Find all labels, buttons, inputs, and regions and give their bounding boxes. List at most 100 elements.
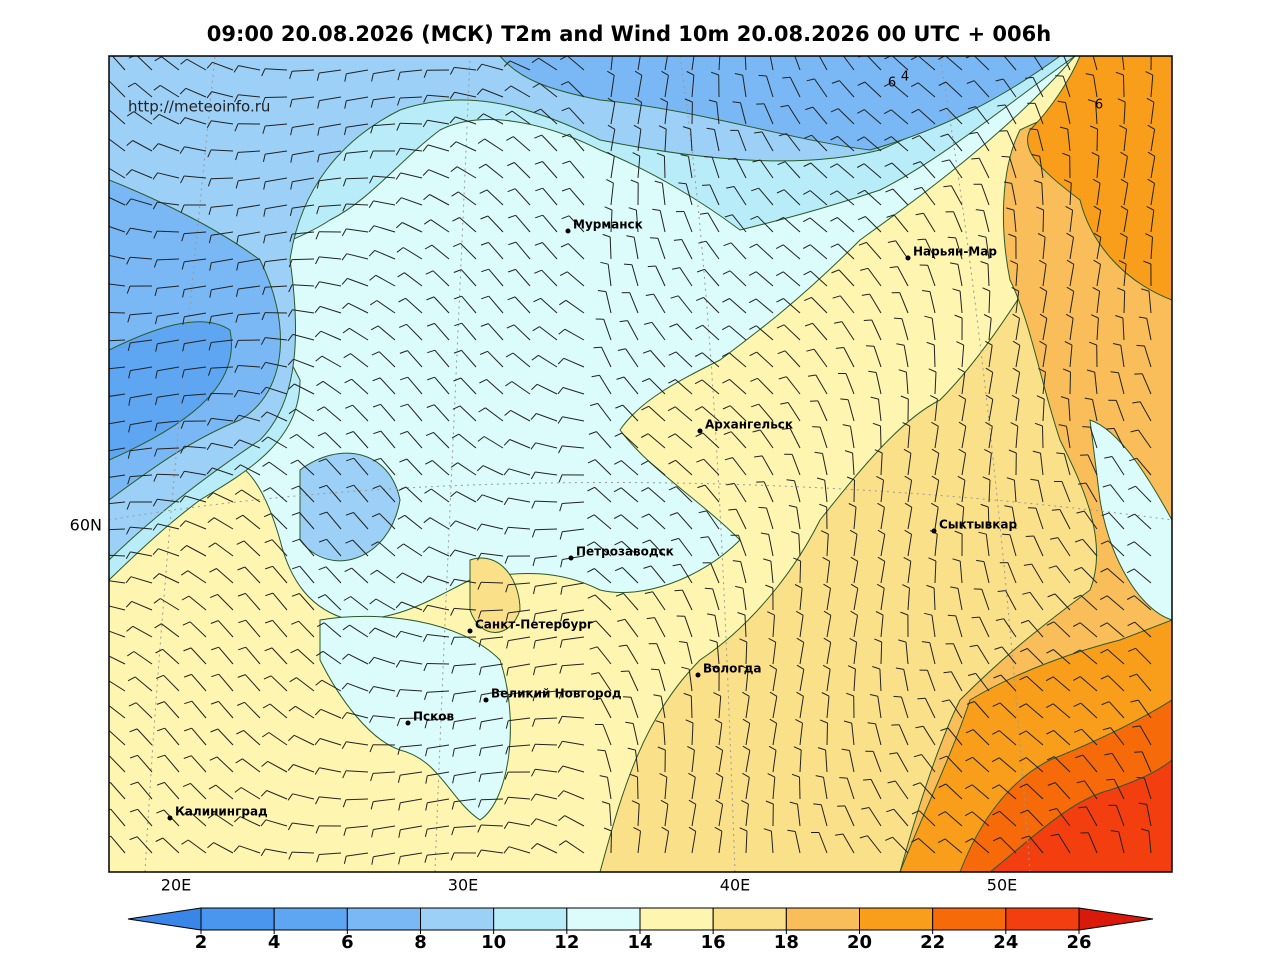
wind-barb xyxy=(955,237,963,260)
wind-barb xyxy=(756,243,774,260)
wind-barb xyxy=(291,284,315,287)
wind-barb xyxy=(625,348,639,368)
barb-flag xyxy=(885,836,893,841)
wind-barb xyxy=(761,455,774,476)
barb-flag xyxy=(791,773,800,778)
labels: 20E 30E 40E 50E60NМурманскНарьян-МарАрханге… xyxy=(70,70,1103,895)
wind-barb xyxy=(347,277,369,287)
wind-barb xyxy=(635,210,639,233)
wind-barb xyxy=(375,598,396,611)
barb-flag xyxy=(900,395,909,400)
barb-flag xyxy=(856,163,865,168)
barb-flag xyxy=(806,78,815,82)
barb-flag xyxy=(153,85,161,91)
colorbar-segment xyxy=(932,907,1007,931)
barb-flag xyxy=(991,784,1000,790)
wind-barb xyxy=(454,663,477,667)
wind-barb xyxy=(1081,567,1098,584)
wind-barb xyxy=(842,833,855,854)
wind-barb xyxy=(319,69,342,74)
barb-flag xyxy=(504,410,512,416)
wind-barb xyxy=(895,240,909,260)
barb-flag xyxy=(99,654,105,659)
barb-flag xyxy=(796,691,804,697)
wind-barb xyxy=(322,380,342,395)
wind-barb xyxy=(271,647,288,665)
barb-flag xyxy=(341,228,347,237)
barb-flag xyxy=(503,846,510,854)
barb-flag xyxy=(1120,205,1128,211)
barb-flag xyxy=(369,274,377,281)
wind-barb xyxy=(109,528,126,531)
wind-barb xyxy=(456,491,477,503)
wind-barb xyxy=(156,447,180,450)
wind-barb xyxy=(562,416,585,422)
wind-barb xyxy=(1007,562,1017,584)
wind-barb xyxy=(946,107,963,125)
barb-flag xyxy=(937,838,946,844)
wind-barb xyxy=(542,214,558,233)
barb-flag xyxy=(1064,341,1073,346)
barb-flag xyxy=(314,306,321,314)
wind-barb xyxy=(1035,507,1044,530)
wind-barb xyxy=(1013,480,1017,503)
barb-flag xyxy=(183,647,192,652)
wind-barb xyxy=(770,561,774,584)
wind-barb xyxy=(238,389,261,395)
barb-flag xyxy=(342,770,347,779)
wind-barb xyxy=(772,615,775,638)
wind-barb xyxy=(664,804,669,827)
barb-flag xyxy=(479,378,487,384)
wind-barb xyxy=(564,328,585,341)
barb-flag xyxy=(449,91,455,100)
barb-flag xyxy=(477,824,482,833)
wind-barb xyxy=(323,406,342,422)
wind-barb xyxy=(907,480,913,503)
barb-flag xyxy=(602,233,611,238)
barb-flag xyxy=(900,611,909,616)
wind-barb xyxy=(744,56,747,71)
wind-barb xyxy=(988,345,993,368)
wind-barb xyxy=(454,607,477,611)
wind-barb xyxy=(293,358,315,368)
barb-flag xyxy=(206,91,213,99)
wind-barb xyxy=(664,128,667,152)
barb-flag xyxy=(560,243,569,248)
barb-flag xyxy=(318,484,327,489)
barb-flag xyxy=(345,404,353,409)
barb-flag xyxy=(559,299,567,306)
wind-barb xyxy=(620,514,639,530)
barb-flag xyxy=(126,501,131,510)
barb-flag xyxy=(369,715,374,724)
wind-barb xyxy=(907,561,912,584)
city-dot xyxy=(695,672,701,678)
wind-barb xyxy=(109,705,126,719)
barb-flag xyxy=(478,639,482,648)
barb-flag xyxy=(156,781,165,786)
wind-barb xyxy=(488,268,504,287)
wind-barb xyxy=(878,399,882,422)
barb-flag xyxy=(478,163,487,169)
wind-barb xyxy=(461,322,477,341)
barb-flag xyxy=(422,169,429,176)
barb-flag xyxy=(184,700,193,705)
wind-barb xyxy=(568,107,585,125)
wind-barb xyxy=(637,75,643,98)
wind-barb xyxy=(349,327,369,341)
barb-flag xyxy=(318,538,327,543)
barb-flag xyxy=(1076,780,1085,784)
wind-barb xyxy=(454,690,477,695)
barb-flag xyxy=(291,620,299,625)
wind-barb xyxy=(603,319,612,341)
barb-flag xyxy=(796,664,805,670)
barb-flag xyxy=(805,106,814,111)
barb-flag xyxy=(346,457,354,462)
wind-barb xyxy=(610,102,616,125)
wind-barb xyxy=(637,831,641,854)
barb-flag xyxy=(1146,205,1155,211)
wind-barb xyxy=(291,851,315,854)
wind-barb xyxy=(481,636,504,640)
wind-barb xyxy=(508,744,531,748)
barb-flag xyxy=(371,351,380,356)
barb-flag xyxy=(678,182,687,185)
